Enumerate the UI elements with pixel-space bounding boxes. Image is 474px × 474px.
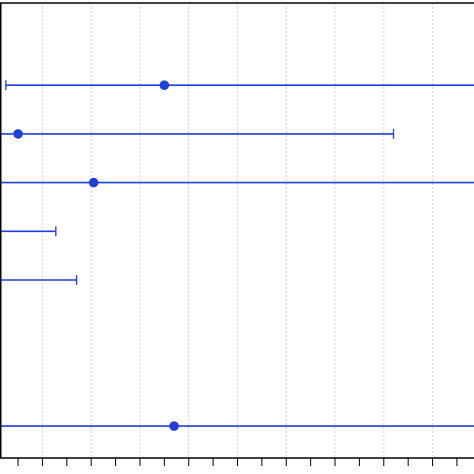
point-estimate xyxy=(88,177,99,188)
plot-area xyxy=(0,80,474,431)
point-estimate xyxy=(169,421,179,431)
point-estimate xyxy=(159,80,170,90)
point-estimate xyxy=(13,129,23,139)
grid xyxy=(41,3,434,458)
